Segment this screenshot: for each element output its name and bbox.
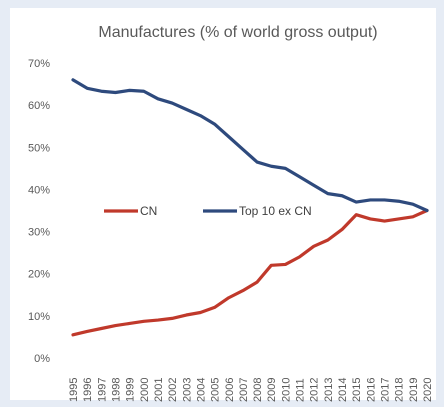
x-tick-label: 2003: [181, 378, 193, 402]
legend-label: Top 10 ex CN: [239, 204, 312, 218]
x-tick-label: 1999: [125, 378, 137, 402]
legend-label: CN: [140, 204, 157, 218]
x-tick-label: 1998: [110, 378, 122, 402]
x-tick-label: 2016: [365, 378, 377, 402]
x-tick-label: 2010: [280, 378, 292, 402]
x-tick-label: 2019: [408, 378, 420, 402]
x-axis-ticks: 1995 1996 1997 1998 1999 2000 2001 2002 2003 2004…: [68, 378, 434, 402]
x-tick-label: 2009: [266, 378, 278, 402]
y-tick-label: 40%: [28, 184, 50, 196]
x-tick-label: 2008: [252, 378, 264, 402]
x-tick-label: 2015: [351, 378, 363, 402]
series-lines: [71, 78, 429, 337]
x-tick-label: 2004: [195, 378, 207, 402]
chart-title: Manufactures (% of world gross output): [98, 24, 377, 41]
y-tick-label: 10%: [28, 311, 50, 323]
x-tick-label: 2014: [337, 378, 349, 402]
y-tick-label: 30%: [28, 227, 50, 239]
y-tick-label: 20%: [28, 269, 50, 281]
x-tick-label: 2005: [210, 378, 222, 402]
x-tick-label: 2020: [422, 378, 434, 402]
y-tick-label: 0%: [34, 353, 50, 365]
x-tick-label: 2017: [380, 378, 392, 402]
x-tick-label: 2013: [323, 378, 335, 402]
legend: CN Top 10 ex CN: [104, 204, 312, 218]
x-tick-label: 1995: [68, 378, 80, 402]
y-tick-label: 70%: [28, 58, 50, 70]
x-tick-label: 1996: [82, 378, 94, 402]
x-tick-label: 2000: [139, 378, 151, 402]
x-tick-label: 2012: [309, 378, 321, 402]
x-tick-label: 2011: [295, 378, 307, 402]
x-tick-label: 2002: [167, 378, 179, 402]
series-line-cn: [71, 208, 429, 337]
series-line-top10-ex-cn: [71, 78, 429, 213]
x-tick-label: 2006: [224, 378, 236, 402]
y-tick-label: 60%: [28, 100, 50, 112]
y-tick-label: 50%: [28, 142, 50, 154]
x-tick-label: 2007: [238, 378, 250, 402]
x-tick-label: 2001: [153, 378, 165, 402]
x-tick-label: 2018: [394, 378, 406, 402]
y-axis-ticks: 0% 10% 20% 30% 40% 50% 60% 70%: [28, 58, 50, 365]
x-tick-label: 1997: [96, 378, 108, 402]
chart-card: [10, 8, 436, 400]
